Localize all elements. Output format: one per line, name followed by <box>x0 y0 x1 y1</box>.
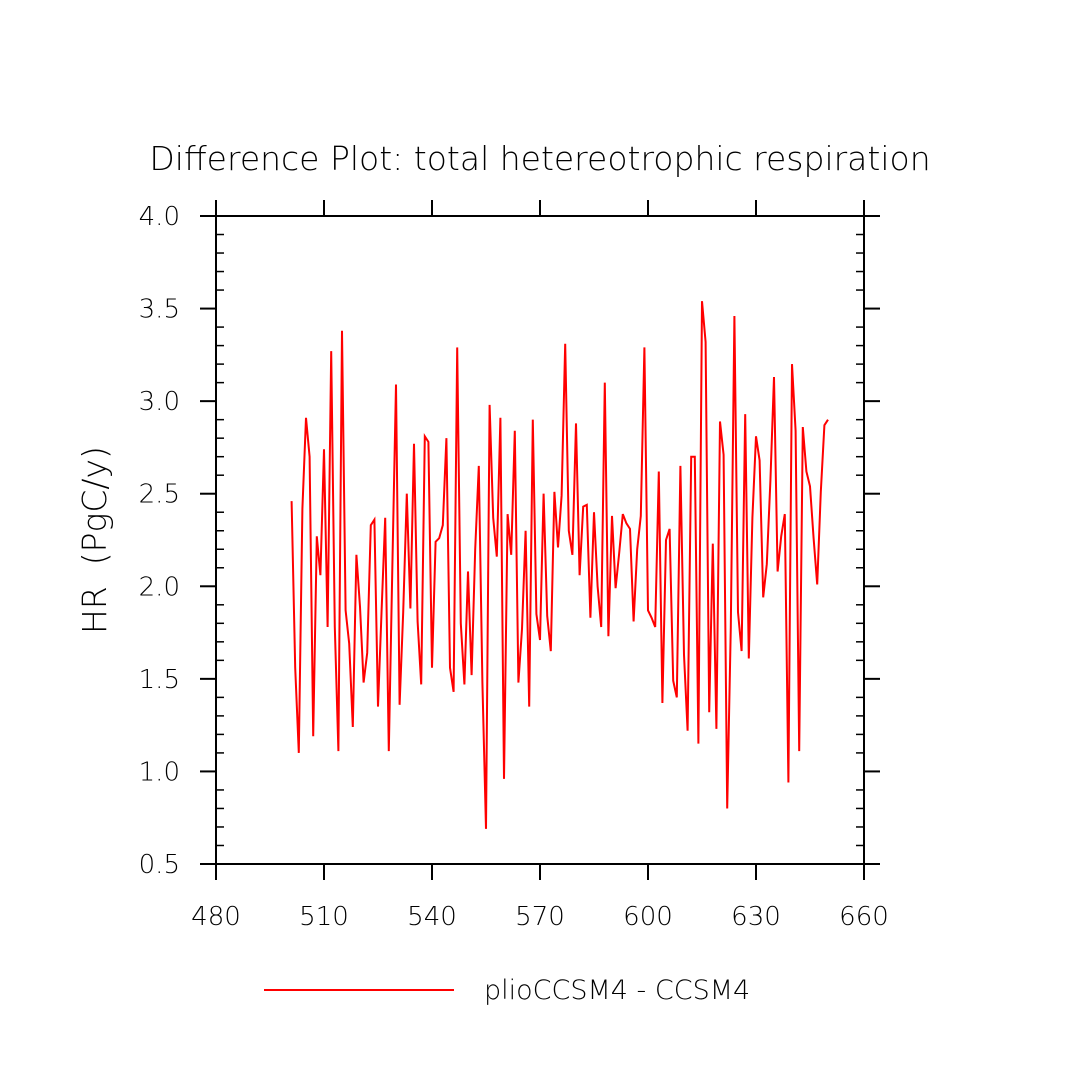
y-tick-label: 3.0 <box>139 387 180 417</box>
x-tick-label: 570 <box>515 902 565 932</box>
x-tick-label: 540 <box>407 902 457 932</box>
y-tick-label: 2.5 <box>139 480 180 510</box>
x-tick-label: 480 <box>191 902 241 932</box>
y-tick-label: 1.0 <box>139 757 180 787</box>
major-ticks <box>200 200 880 880</box>
y-tick-label: 3.5 <box>139 295 180 325</box>
minor-ticks <box>216 233 864 847</box>
y-tick-labels: 0.5 1.0 1.5 2.0 2.5 3.0 3.5 4.0 <box>139 202 180 880</box>
x-tick-label: 660 <box>839 902 889 932</box>
chart-title: Difference Plot: total hetereotrophic re… <box>149 139 930 178</box>
y-axis-label: HR (PgC/y) <box>75 446 114 634</box>
x-tick-labels: 480 510 540 570 600 630 660 <box>191 902 889 932</box>
legend-label: plioCCSM4 - CCSM4 <box>484 975 750 1006</box>
x-tick-label: 510 <box>299 902 349 932</box>
x-tick-label: 600 <box>623 902 673 932</box>
plot-frame <box>215 215 865 865</box>
y-tick-label: 0.5 <box>139 850 180 880</box>
y-tick-label: 1.5 <box>139 665 180 695</box>
series-layer <box>290 301 829 829</box>
series-line <box>290 301 829 829</box>
y-tick-label: 2.0 <box>139 572 180 602</box>
x-tick-label: 630 <box>731 902 781 932</box>
y-tick-label: 4.0 <box>139 202 180 232</box>
